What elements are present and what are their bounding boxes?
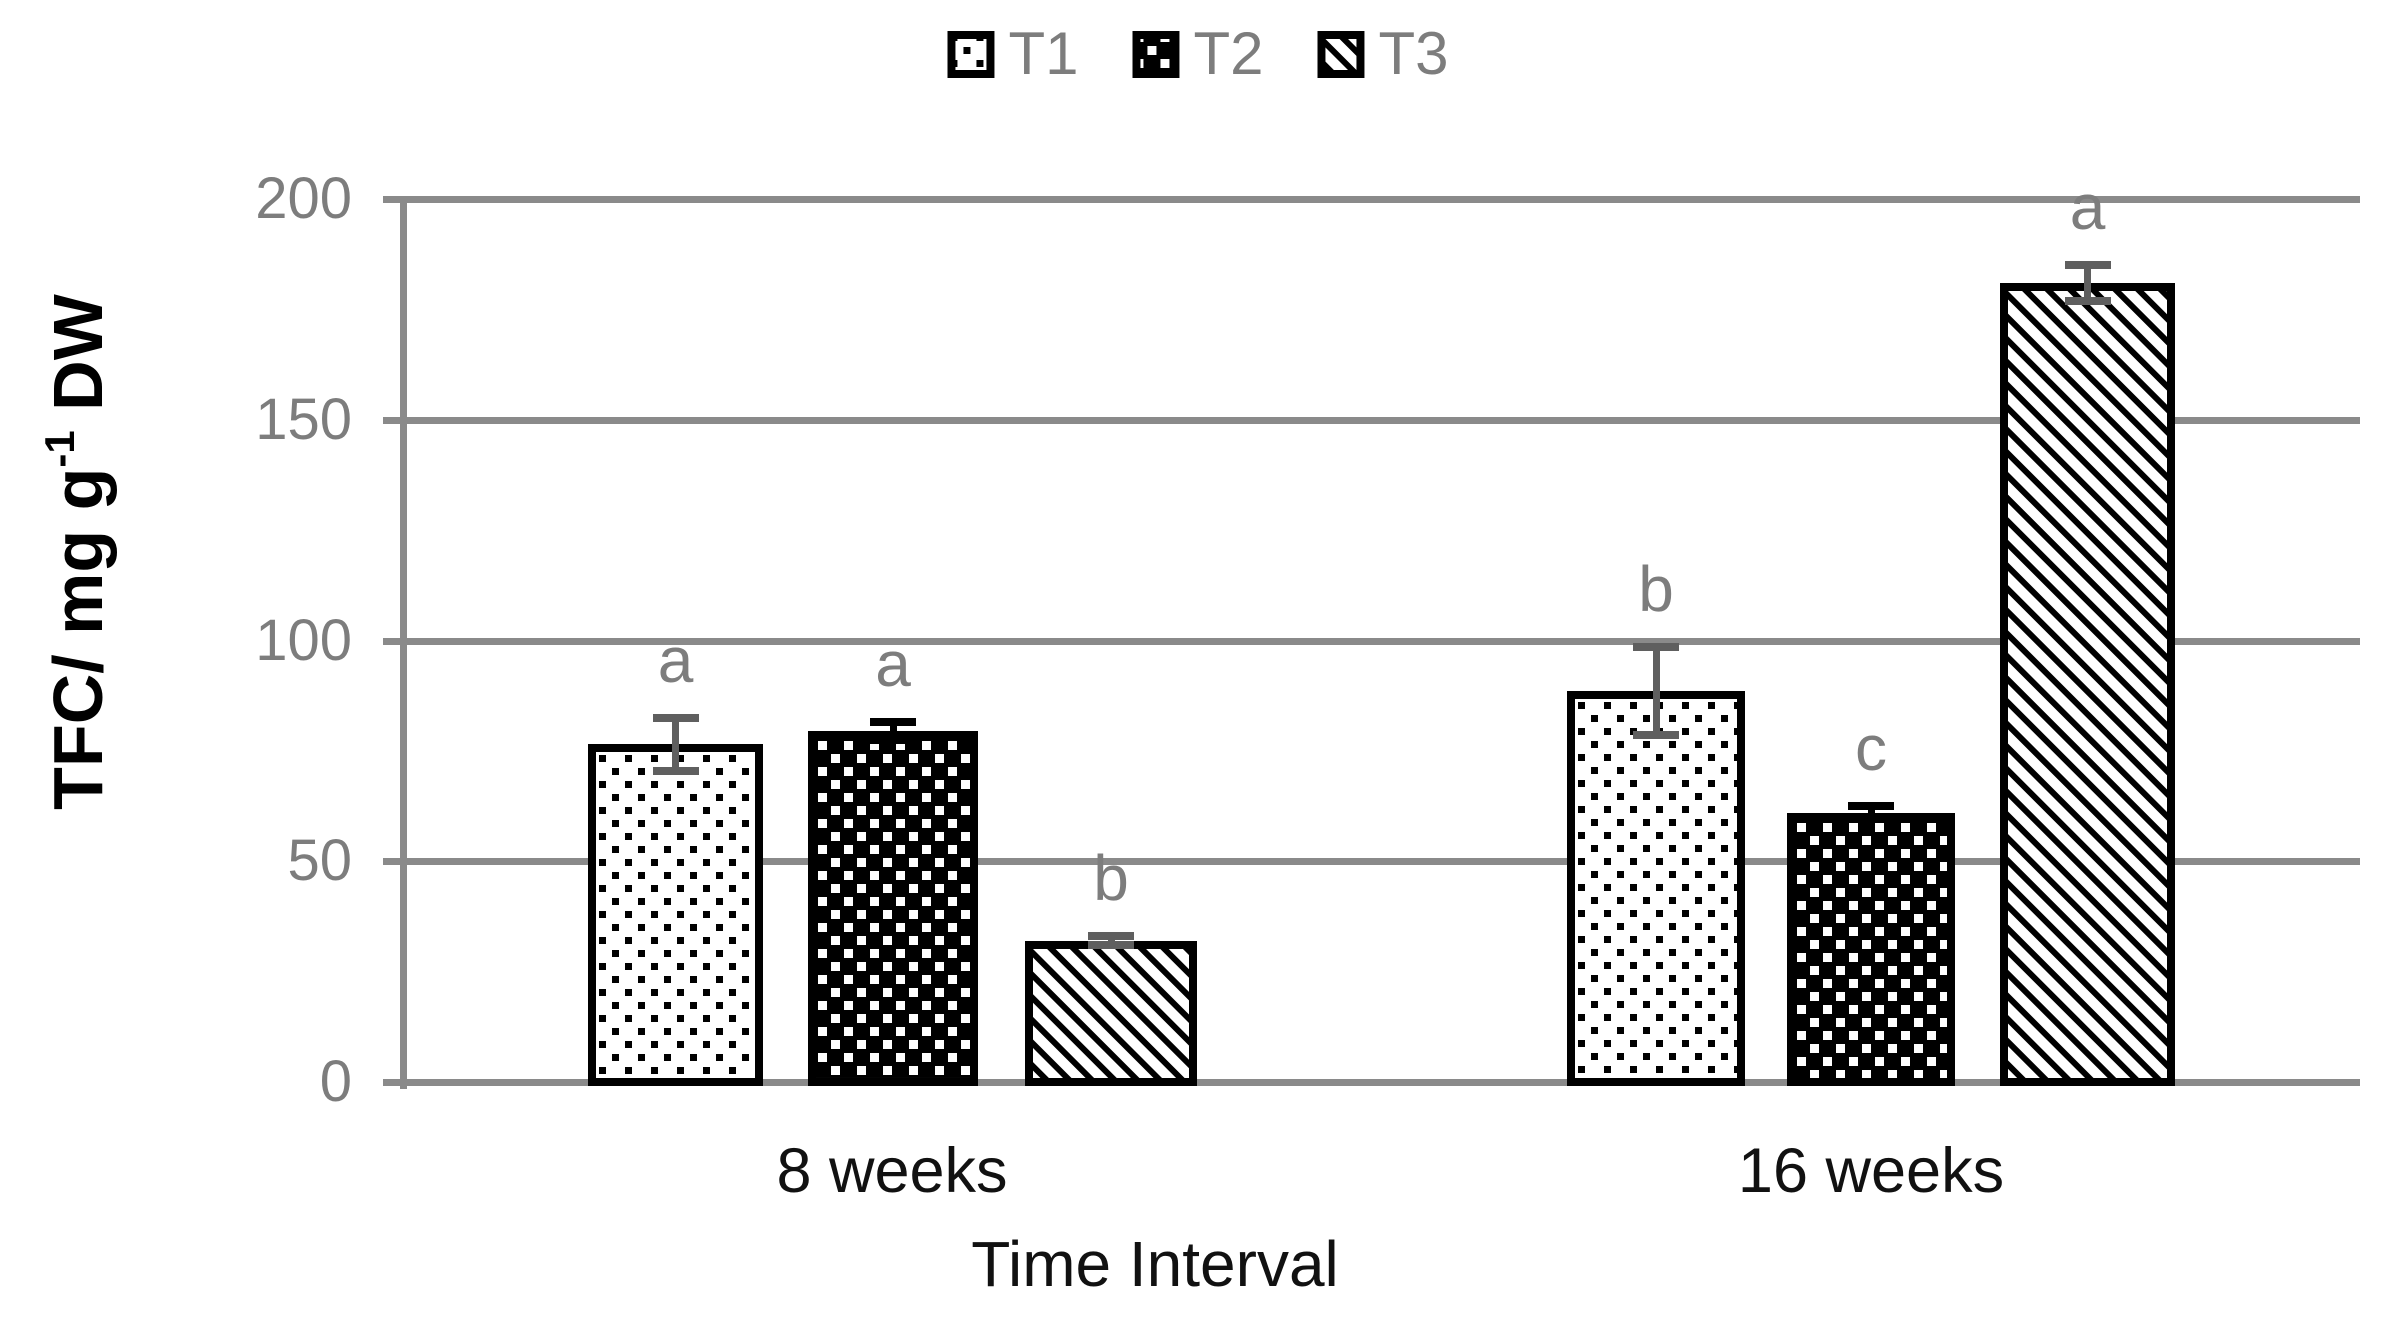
legend-item-t3: T3 [1317, 20, 1449, 87]
error-cap-top [2064, 261, 2111, 270]
bar-pattern-small-white-dots-on-black [816, 739, 970, 1078]
error-cap-bottom [1088, 941, 1134, 950]
y-axis-title-suffix: DW [39, 294, 117, 431]
y-tick-label-150: 150 [255, 386, 352, 452]
legend-swatch-small-black-dots-on-white [947, 30, 995, 78]
error-cap-top [652, 713, 699, 722]
bar-t3-8w [1025, 940, 1197, 1086]
bar-t2-8w [808, 731, 978, 1086]
sig-letter-t1-16w: b [1638, 553, 1674, 626]
error-bar-t3-16w [2084, 265, 2091, 301]
gridline-50 [407, 858, 2360, 866]
error-bar-t3-8w [1107, 936, 1115, 946]
error-cap-bottom [1633, 731, 1679, 740]
error-cap-top [1848, 802, 1894, 811]
legend-item-t1: T1 [947, 24, 1078, 84]
bar-pattern-small-black-dots-on-white [1575, 699, 1737, 1078]
bar-pattern-black-diagonal-hatch-on-white [1033, 948, 1189, 1078]
y-axis-title-base: TFC/ mg g [39, 467, 117, 810]
gridline-200 [407, 196, 2360, 203]
error-cap-top [870, 718, 916, 727]
bar-t1-16w [1567, 691, 1745, 1086]
bar-pattern-small-white-dots-on-black [1795, 820, 1947, 1078]
y-tick-label-0: 0 [319, 1049, 352, 1114]
gridline-0 [407, 1079, 2360, 1086]
bar-pattern-black-diagonal-hatch-on-white [2008, 290, 2167, 1078]
legend-label-t2: T2 [1193, 20, 1264, 87]
y-axis-line [400, 196, 407, 1089]
y-tick-label-200: 200 [255, 166, 352, 231]
error-bar-t2-16w [1867, 806, 1875, 820]
y-axis-title: TFC/ mg g-1 DW [36, 294, 117, 810]
bar-t3-16w [2000, 282, 2175, 1086]
bar-pattern-small-black-dots-on-white [596, 752, 755, 1078]
legend-label-t3: T3 [1378, 20, 1449, 87]
sig-letter-t1-8w: a [657, 623, 694, 696]
y-tick-label-100: 100 [255, 607, 352, 673]
sig-letter-t2-8w: a [875, 628, 911, 701]
y-tick-mark-200 [383, 196, 403, 203]
error-cap-bottom [870, 735, 916, 744]
bar-t2-16w [1787, 812, 1955, 1086]
y-axis-title-superscript: -1 [36, 430, 83, 468]
error-cap-bottom [652, 766, 699, 775]
legend-swatch-small-white-dots-on-black [1132, 30, 1180, 78]
bar-t1-8w [588, 744, 763, 1086]
y-tick-label-50: 50 [287, 828, 352, 894]
y-tick-mark-100 [383, 637, 403, 645]
error-bar-t1-16w [1652, 647, 1660, 736]
gridline-150 [407, 416, 2360, 424]
error-cap-bottom [1848, 815, 1894, 824]
error-cap-top [1633, 643, 1679, 652]
gridline-100 [407, 637, 2360, 645]
error-cap-top [1088, 932, 1134, 941]
legend-item-t2: T2 [1132, 20, 1264, 87]
x-category-label-8-weeks: 8 weeks [776, 1136, 1008, 1206]
error-cap-bottom [2064, 296, 2111, 305]
y-tick-mark-50 [383, 858, 403, 866]
sig-letter-t2-16w: c [1855, 712, 1887, 785]
error-bar-t2-8w [889, 722, 897, 740]
sig-letter-t3-8w: b [1093, 842, 1129, 915]
y-tick-mark-0 [383, 1079, 403, 1086]
x-axis-title: Time Interval [971, 1228, 1339, 1300]
legend-label-t1: T1 [1008, 20, 1079, 87]
legend-swatch-black-diagonal-hatch-on-white [1317, 30, 1365, 78]
sig-letter-t3-16w: a [2069, 171, 2106, 244]
x-category-label-16-weeks: 16 weeks [1737, 1136, 2005, 1206]
legend: T1 T2 T3 [947, 20, 1449, 87]
error-bar-t1-8w [672, 717, 679, 771]
y-tick-mark-150 [383, 416, 403, 424]
